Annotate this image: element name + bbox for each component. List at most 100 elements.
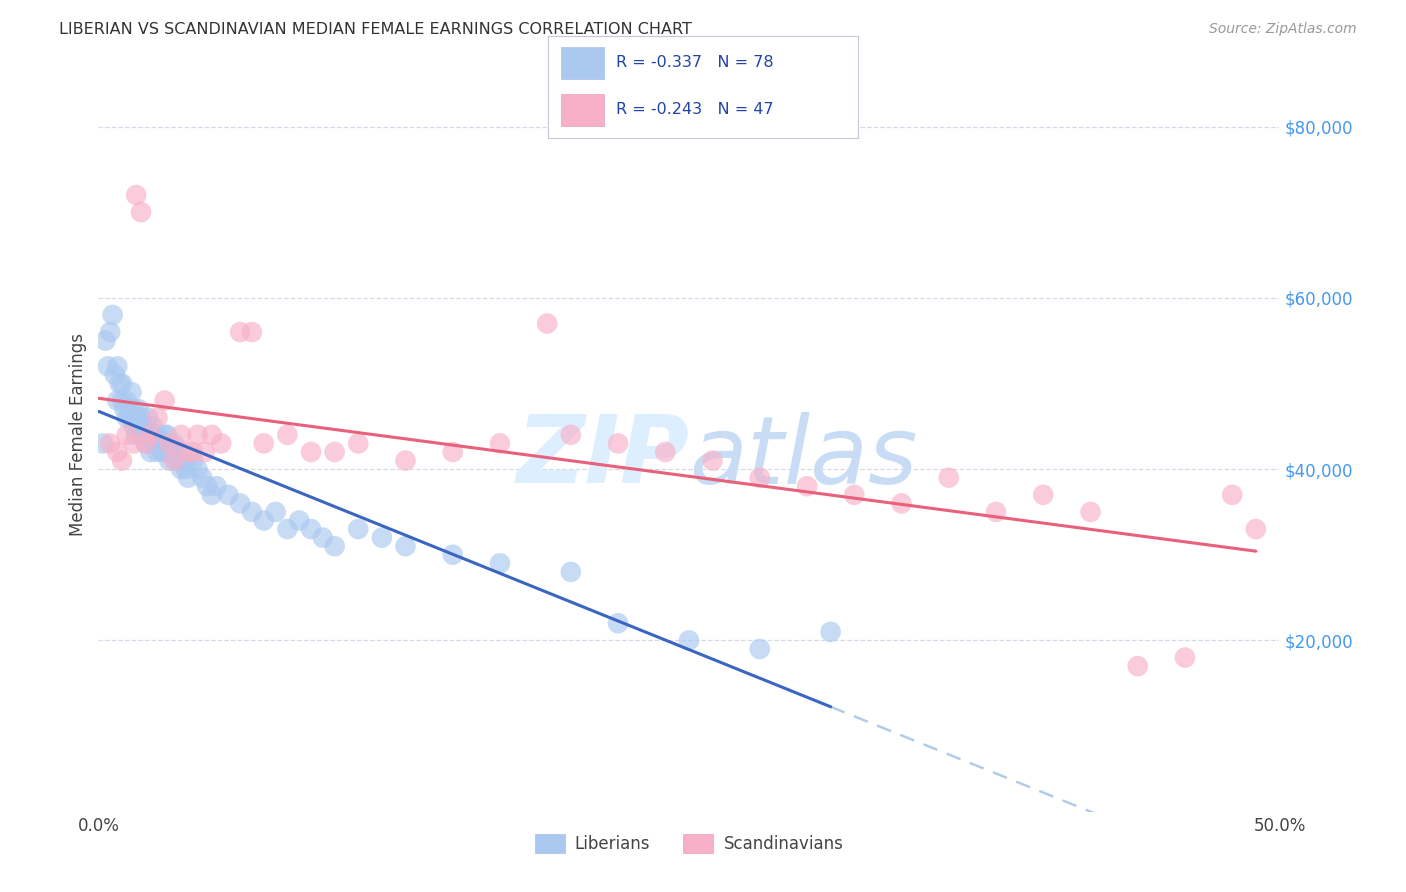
Point	[122, 419, 145, 434]
Point	[299, 445, 322, 459]
Point	[194, 445, 217, 459]
Point	[143, 428, 166, 442]
Point	[1080, 505, 1102, 519]
Point	[984, 505, 1007, 519]
Point	[678, 633, 700, 648]
Point	[654, 445, 676, 459]
Point	[115, 428, 138, 442]
Point	[156, 428, 179, 442]
Point	[135, 436, 157, 450]
Point	[229, 325, 252, 339]
Point	[167, 445, 190, 459]
Point	[142, 419, 165, 434]
Point	[201, 428, 224, 442]
Point	[98, 325, 121, 339]
Point	[153, 393, 176, 408]
Point	[796, 479, 818, 493]
Point	[217, 488, 239, 502]
Point	[441, 548, 464, 562]
Point	[121, 384, 143, 399]
Point	[394, 539, 416, 553]
Point	[1032, 488, 1054, 502]
Text: Source: ZipAtlas.com: Source: ZipAtlas.com	[1209, 22, 1357, 37]
Point	[139, 428, 162, 442]
Point	[172, 453, 194, 467]
Point	[201, 488, 224, 502]
Point	[371, 531, 394, 545]
Point	[136, 428, 159, 442]
Point	[153, 445, 176, 459]
Point	[105, 393, 128, 408]
Point	[135, 419, 157, 434]
Point	[299, 522, 322, 536]
Point	[938, 471, 960, 485]
Point	[191, 471, 214, 485]
Point	[125, 428, 148, 442]
Point	[702, 453, 724, 467]
Point	[129, 428, 152, 442]
Legend: Liberians, Scandinavians: Liberians, Scandinavians	[527, 828, 851, 860]
Point	[209, 436, 232, 450]
Point	[143, 436, 166, 450]
Point	[441, 445, 464, 459]
Point	[181, 453, 204, 467]
Point	[128, 419, 150, 434]
Point	[489, 436, 512, 450]
Point	[347, 436, 370, 450]
Point	[150, 445, 173, 459]
Text: atlas: atlas	[689, 412, 917, 503]
Point	[240, 505, 263, 519]
Point	[288, 514, 311, 528]
Point	[146, 445, 169, 459]
Text: R = -0.243   N = 47: R = -0.243 N = 47	[616, 102, 775, 117]
FancyBboxPatch shape	[561, 95, 605, 126]
Point	[111, 453, 134, 467]
Point	[1244, 522, 1267, 536]
Point	[157, 436, 180, 450]
Point	[170, 428, 193, 442]
Point	[129, 205, 152, 219]
Point	[174, 462, 197, 476]
Point	[748, 471, 770, 485]
Point	[157, 436, 180, 450]
Point	[177, 445, 200, 459]
Point	[177, 471, 200, 485]
Point	[115, 393, 138, 408]
Point	[122, 402, 145, 417]
Point	[122, 436, 145, 450]
Point	[157, 453, 180, 467]
Point	[1220, 488, 1243, 502]
Point	[115, 410, 138, 425]
Point	[240, 325, 263, 339]
Point	[890, 496, 912, 510]
Point	[607, 436, 630, 450]
Point	[394, 453, 416, 467]
Point	[129, 410, 152, 425]
Point	[91, 436, 114, 450]
Point	[101, 308, 124, 322]
Point	[149, 436, 172, 450]
Text: LIBERIAN VS SCANDINAVIAN MEDIAN FEMALE EARNINGS CORRELATION CHART: LIBERIAN VS SCANDINAVIAN MEDIAN FEMALE E…	[59, 22, 692, 37]
FancyBboxPatch shape	[561, 47, 605, 78]
Text: ZIP: ZIP	[516, 411, 689, 503]
Point	[118, 402, 141, 417]
Point	[153, 428, 176, 442]
Point	[125, 188, 148, 202]
Point	[536, 317, 558, 331]
Point	[128, 402, 150, 417]
Point	[160, 445, 183, 459]
Text: R = -0.337   N = 78: R = -0.337 N = 78	[616, 54, 775, 70]
Point	[489, 557, 512, 571]
Point	[323, 445, 346, 459]
Point	[820, 624, 842, 639]
Point	[748, 642, 770, 657]
Point	[105, 445, 128, 459]
Point	[139, 445, 162, 459]
Point	[98, 436, 121, 450]
Point	[97, 359, 120, 374]
Point	[323, 539, 346, 553]
Point	[94, 334, 117, 348]
Point	[253, 436, 276, 450]
Point	[253, 514, 276, 528]
Point	[560, 428, 582, 442]
